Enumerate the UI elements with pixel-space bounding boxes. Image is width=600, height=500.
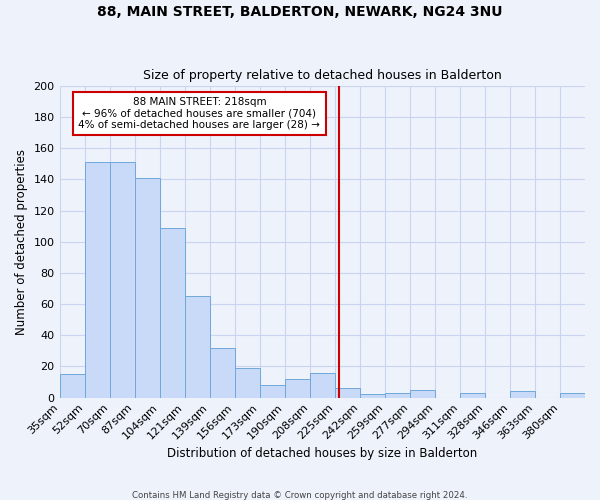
- Bar: [460, 393, 485, 398]
- Y-axis label: Number of detached properties: Number of detached properties: [15, 149, 28, 335]
- Text: 88 MAIN STREET: 218sqm
← 96% of detached houses are smaller (704)
4% of semi-det: 88 MAIN STREET: 218sqm ← 96% of detached…: [79, 97, 320, 130]
- Bar: [385, 393, 410, 398]
- Bar: [260, 385, 285, 398]
- Bar: [160, 228, 185, 398]
- Bar: [59, 374, 85, 398]
- Bar: [560, 393, 585, 398]
- Bar: [134, 178, 160, 398]
- Bar: [110, 162, 134, 398]
- Bar: [235, 368, 260, 398]
- Bar: [185, 296, 209, 398]
- Bar: [310, 372, 335, 398]
- Bar: [285, 379, 310, 398]
- Bar: [85, 162, 110, 398]
- Bar: [360, 394, 385, 398]
- Bar: [335, 388, 360, 398]
- Bar: [510, 392, 535, 398]
- Bar: [410, 390, 435, 398]
- Bar: [209, 348, 235, 398]
- Text: 88, MAIN STREET, BALDERTON, NEWARK, NG24 3NU: 88, MAIN STREET, BALDERTON, NEWARK, NG24…: [97, 5, 503, 19]
- X-axis label: Distribution of detached houses by size in Balderton: Distribution of detached houses by size …: [167, 447, 478, 460]
- Title: Size of property relative to detached houses in Balderton: Size of property relative to detached ho…: [143, 69, 502, 82]
- Text: Contains HM Land Registry data © Crown copyright and database right 2024.: Contains HM Land Registry data © Crown c…: [132, 490, 468, 500]
